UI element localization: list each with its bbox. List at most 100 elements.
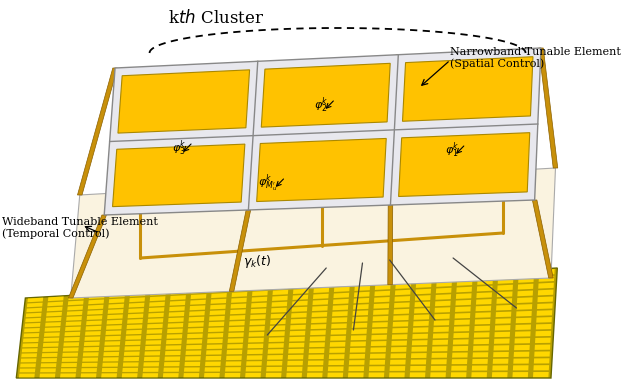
Polygon shape — [101, 373, 117, 378]
Polygon shape — [456, 293, 472, 299]
Polygon shape — [47, 301, 63, 306]
Polygon shape — [290, 331, 305, 336]
Polygon shape — [245, 373, 261, 377]
Polygon shape — [63, 342, 79, 346]
Polygon shape — [108, 309, 124, 314]
Polygon shape — [394, 55, 401, 177]
Polygon shape — [189, 305, 205, 310]
Polygon shape — [495, 312, 511, 317]
Polygon shape — [65, 327, 81, 331]
Polygon shape — [333, 299, 349, 304]
Polygon shape — [493, 359, 508, 364]
Polygon shape — [375, 278, 391, 284]
Polygon shape — [246, 355, 262, 360]
Polygon shape — [348, 372, 364, 377]
Polygon shape — [45, 327, 60, 332]
Polygon shape — [272, 296, 288, 301]
Polygon shape — [227, 344, 243, 349]
Polygon shape — [518, 284, 533, 290]
Polygon shape — [514, 345, 530, 350]
Polygon shape — [232, 292, 247, 297]
Polygon shape — [517, 291, 533, 296]
Polygon shape — [389, 372, 405, 377]
Polygon shape — [436, 281, 452, 287]
Polygon shape — [46, 312, 62, 317]
Polygon shape — [456, 287, 472, 292]
Polygon shape — [312, 312, 327, 317]
Polygon shape — [294, 283, 309, 288]
Polygon shape — [82, 363, 97, 367]
Polygon shape — [532, 200, 553, 278]
Polygon shape — [188, 328, 204, 333]
Polygon shape — [390, 366, 405, 371]
Polygon shape — [411, 353, 427, 358]
Polygon shape — [455, 306, 471, 312]
Polygon shape — [477, 286, 492, 291]
Polygon shape — [127, 319, 143, 323]
Polygon shape — [369, 366, 385, 371]
Polygon shape — [414, 308, 429, 313]
Polygon shape — [477, 279, 493, 285]
Polygon shape — [536, 317, 552, 323]
Polygon shape — [40, 363, 56, 367]
Polygon shape — [271, 313, 286, 318]
Polygon shape — [102, 368, 118, 372]
Polygon shape — [372, 316, 388, 321]
Polygon shape — [355, 279, 371, 285]
Polygon shape — [19, 369, 35, 372]
Polygon shape — [61, 363, 77, 367]
Polygon shape — [452, 359, 467, 364]
Polygon shape — [416, 276, 432, 281]
Polygon shape — [105, 336, 121, 340]
Polygon shape — [143, 362, 159, 366]
Polygon shape — [24, 323, 40, 327]
Polygon shape — [412, 334, 428, 339]
Polygon shape — [536, 310, 552, 316]
Polygon shape — [106, 330, 122, 335]
Polygon shape — [539, 276, 554, 282]
Polygon shape — [292, 301, 308, 306]
Polygon shape — [313, 294, 329, 299]
Polygon shape — [352, 317, 368, 322]
Polygon shape — [516, 311, 532, 317]
Polygon shape — [189, 311, 205, 316]
Polygon shape — [308, 349, 324, 353]
Polygon shape — [83, 347, 99, 351]
Polygon shape — [412, 347, 427, 352]
Polygon shape — [127, 325, 142, 329]
Polygon shape — [261, 63, 390, 127]
Polygon shape — [102, 362, 118, 367]
Polygon shape — [476, 292, 492, 298]
Polygon shape — [252, 297, 268, 302]
Polygon shape — [287, 367, 303, 371]
Polygon shape — [42, 348, 58, 352]
Polygon shape — [81, 373, 97, 378]
Polygon shape — [353, 304, 369, 310]
Polygon shape — [537, 303, 553, 309]
Polygon shape — [471, 372, 487, 377]
Polygon shape — [225, 367, 241, 372]
Polygon shape — [517, 297, 532, 303]
Polygon shape — [536, 324, 552, 330]
Polygon shape — [451, 366, 467, 371]
Polygon shape — [204, 373, 220, 377]
Polygon shape — [88, 300, 104, 304]
Polygon shape — [391, 340, 407, 346]
Polygon shape — [124, 346, 140, 350]
Polygon shape — [329, 354, 344, 359]
Polygon shape — [70, 168, 556, 298]
Text: $\gamma_k(t)$: $\gamma_k(t)$ — [243, 254, 271, 271]
Polygon shape — [166, 340, 182, 344]
Polygon shape — [266, 373, 282, 377]
Polygon shape — [513, 359, 529, 364]
Polygon shape — [493, 345, 509, 350]
Polygon shape — [514, 352, 529, 357]
Polygon shape — [124, 352, 140, 356]
Polygon shape — [185, 356, 201, 361]
Polygon shape — [268, 349, 284, 354]
Polygon shape — [103, 352, 119, 356]
Polygon shape — [168, 317, 184, 322]
Polygon shape — [63, 347, 79, 352]
Polygon shape — [310, 330, 326, 335]
Polygon shape — [145, 351, 160, 356]
